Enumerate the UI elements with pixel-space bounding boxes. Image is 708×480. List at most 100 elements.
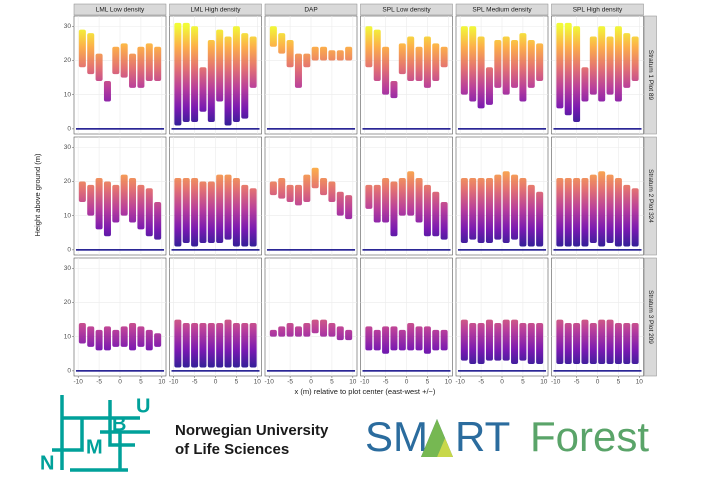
- x-tick-label: -5: [383, 379, 389, 386]
- canopy-range: [191, 178, 199, 247]
- canopy-range: [328, 322, 336, 337]
- canopy-range: [485, 178, 493, 244]
- canopy-range: [224, 174, 232, 240]
- x-tick-label: 0: [214, 379, 218, 386]
- canopy-range: [382, 326, 390, 354]
- canopy-range: [311, 46, 319, 61]
- canopy-range: [269, 181, 277, 196]
- canopy-range: [154, 201, 162, 240]
- canopy-range: [78, 29, 86, 68]
- canopy-range: [477, 322, 485, 365]
- y-tick-label: 30: [64, 23, 72, 30]
- smartforest-rt: RT: [455, 413, 510, 460]
- x-tick-label: 5: [521, 379, 525, 386]
- x-tick-label: 5: [330, 379, 334, 386]
- canopy-range: [564, 22, 572, 116]
- x-tick-label: 0: [405, 379, 409, 386]
- canopy-range: [154, 46, 162, 81]
- canopy-range: [294, 53, 302, 88]
- x-tick-label: -5: [96, 379, 102, 386]
- canopy-range: [519, 178, 527, 247]
- canopy-range: [536, 322, 544, 365]
- logo-letter: U: [136, 395, 150, 417]
- canopy-range: [145, 329, 153, 351]
- x-tick-label: -10: [455, 379, 465, 386]
- y-tick-label: 20: [64, 57, 72, 64]
- canopy-range: [564, 322, 572, 365]
- canopy-range: [390, 181, 398, 237]
- nmbu-name: Norwegian University: [175, 422, 329, 439]
- canopy-range: [460, 26, 468, 95]
- canopy-range: [598, 26, 606, 102]
- canopy-range: [598, 171, 606, 247]
- x-tick-label: 0: [118, 379, 122, 386]
- canopy-range: [398, 43, 406, 75]
- canopy-range: [311, 319, 319, 334]
- canopy-range: [606, 319, 614, 365]
- canopy-range: [224, 36, 232, 126]
- nmbu-logo: [52, 395, 150, 472]
- canopy-range: [469, 322, 477, 365]
- x-tick-label: -10: [169, 379, 179, 386]
- x-tick-label: 10: [540, 379, 548, 386]
- smartforest-a: [421, 419, 453, 457]
- row-strip: [644, 136, 657, 256]
- row-label: Stratum 1 Plot 89: [647, 50, 654, 101]
- canopy-range: [174, 22, 182, 126]
- canopy-range: [390, 326, 398, 351]
- canopy-range: [345, 329, 353, 341]
- canopy-range: [423, 326, 431, 354]
- canopy-range: [78, 181, 86, 202]
- canopy-range: [120, 43, 128, 78]
- canopy-range: [249, 36, 257, 88]
- column-label: SPL High density: [573, 7, 623, 14]
- logo-letter: B: [112, 413, 126, 435]
- row-label: Stratum 3 Plot 209: [647, 290, 654, 344]
- canopy-range: [216, 174, 224, 244]
- canopy-range: [249, 322, 257, 368]
- column-strip: [169, 3, 262, 16]
- x-axis-label: x (m) relative to plot center (east-west…: [295, 387, 436, 396]
- canopy-range: [311, 167, 319, 189]
- canopy-range: [407, 322, 415, 351]
- canopy-range: [278, 326, 286, 337]
- canopy-range: [502, 319, 510, 361]
- canopy-range: [432, 329, 440, 351]
- nmbu-name: of Life Sciences: [175, 441, 289, 458]
- y-tick-label: 30: [64, 265, 72, 272]
- canopy-range: [440, 329, 448, 351]
- canopy-range: [269, 26, 277, 47]
- canopy-range: [623, 33, 631, 88]
- canopy-range: [477, 178, 485, 244]
- canopy-range: [303, 174, 311, 202]
- canopy-range: [191, 322, 199, 368]
- canopy-range: [129, 53, 137, 88]
- canopy-range: [207, 181, 215, 244]
- canopy-range: [556, 178, 564, 247]
- canopy-range: [477, 36, 485, 109]
- canopy-range: [320, 46, 328, 61]
- canopy-range: [415, 326, 423, 351]
- canopy-range: [365, 26, 373, 68]
- x-tick-label: 10: [349, 379, 357, 386]
- canopy-range: [573, 322, 581, 365]
- canopy-range: [382, 46, 390, 95]
- canopy-range: [581, 319, 589, 365]
- y-tick-label: 30: [64, 144, 72, 151]
- canopy-range: [623, 322, 631, 365]
- canopy-range: [485, 67, 493, 105]
- canopy-range: [564, 178, 572, 247]
- canopy-range: [373, 29, 381, 81]
- canopy-range: [286, 322, 294, 337]
- column-strip: [264, 3, 358, 16]
- canopy-range: [112, 329, 120, 347]
- canopy-range: [573, 26, 581, 123]
- canopy-range: [216, 29, 224, 102]
- canopy-range: [87, 33, 95, 75]
- canopy-range: [581, 67, 589, 102]
- canopy-range: [390, 80, 398, 99]
- canopy-range: [154, 333, 162, 347]
- canopy-range: [373, 329, 381, 351]
- canopy-range: [469, 178, 477, 240]
- row-label: Stratum 2 Plot 324: [647, 169, 654, 223]
